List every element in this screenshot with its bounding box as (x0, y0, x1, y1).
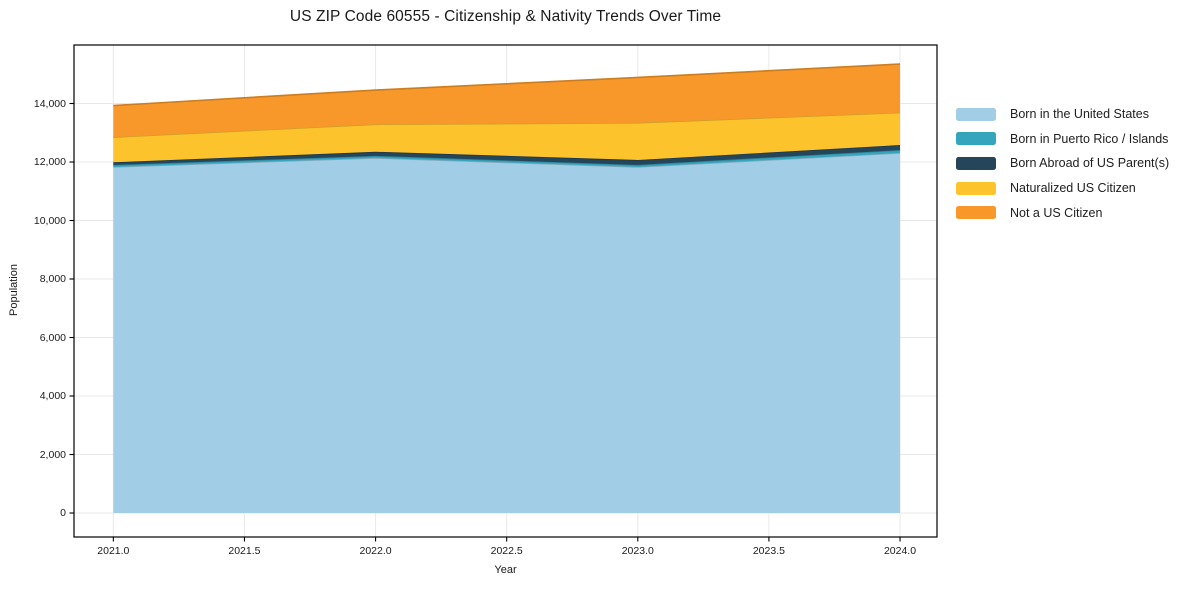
area-edge-4 (113, 63, 901, 107)
legend-item: Born in Puerto Rico / Islands (956, 127, 1169, 152)
x-tick-label: 2022.5 (490, 545, 523, 557)
y-tick-label: 10,000 (33, 214, 66, 227)
legend-swatch (956, 156, 996, 170)
x-tick-label: 2023.5 (752, 545, 785, 557)
y-tick-label: 2,000 (39, 448, 66, 461)
y-tick-label: 8,000 (39, 273, 66, 285)
y-tick-label: 4,000 (39, 390, 66, 402)
x-tick-label: 2024.0 (883, 545, 917, 557)
legend-swatch (956, 206, 996, 220)
legend-label: Naturalized US Citizen (1010, 181, 1136, 196)
area-series-2 (113, 145, 901, 165)
legend-label: Not a US Citizen (1010, 205, 1103, 220)
area-series-3 (113, 112, 901, 163)
legend-swatch (956, 107, 996, 121)
y-axis-label: Population (8, 264, 20, 316)
y-tick-label: 12,000 (33, 156, 66, 168)
legend-label: Born Abroad of US Parent(s) (1010, 156, 1170, 171)
plot-border (73, 44, 938, 538)
area-series-1 (113, 150, 901, 167)
legend: Born in the United States Born in Puerto … (956, 102, 1169, 225)
x-tick-label: 2023.0 (621, 545, 654, 557)
area-series-0 (113, 152, 901, 514)
x-tick-label: 2021.0 (97, 545, 130, 557)
x-axis-label: Year (494, 564, 517, 576)
area-series-4 (113, 64, 901, 138)
legend-item: Not a US Citizen (956, 200, 1169, 225)
legend-label: Born in Puerto Rico / Islands (1010, 131, 1169, 146)
x-tick-label: 2021.5 (228, 545, 261, 557)
x-tick-label: 2022.0 (359, 545, 392, 557)
y-tick-label: 0 (60, 507, 66, 519)
legend-item: Born in the United States (956, 102, 1169, 127)
chart-title: US ZIP Code 60555 - Citizenship & Nativi… (289, 8, 722, 25)
legend-item: Born Abroad of US Parent(s) (956, 151, 1169, 176)
legend-swatch (956, 181, 996, 195)
y-tick-label: 14,000 (33, 97, 66, 110)
legend-swatch (956, 132, 996, 146)
legend-item: Naturalized US Citizen (956, 176, 1169, 201)
y-tick-label: 6,000 (39, 331, 66, 344)
legend-label: Born in the United States (1010, 107, 1149, 122)
